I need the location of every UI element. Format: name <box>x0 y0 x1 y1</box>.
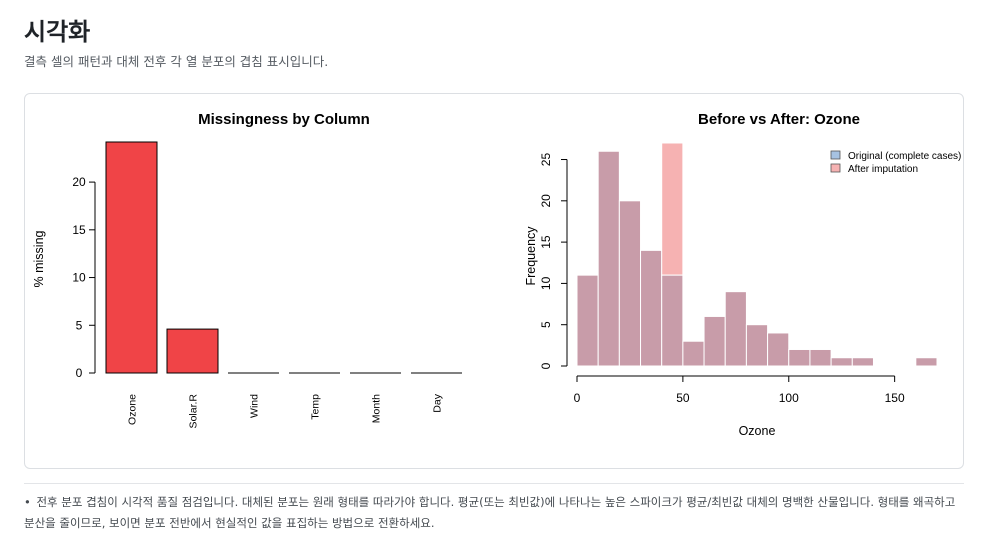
y-tick-label: 25 <box>539 153 553 167</box>
x-tick-label: Wind <box>249 394 261 418</box>
imputed-bar <box>661 142 684 276</box>
x-tick-label: Ozone <box>127 394 139 425</box>
overlap-bar <box>618 200 642 367</box>
note-body: 전후 분포 겹침이 시각적 품질 점검입니다. 대체된 분포는 원래 형태를 따… <box>24 495 956 530</box>
y-tick-label: 15 <box>539 235 553 249</box>
page-title: 시각화 <box>24 18 91 46</box>
page-subtitle: 결측 셀의 패턴과 대체 전후 각 열 분포의 겹침 표시입니다. <box>24 54 329 69</box>
y-tick-label: 5 <box>539 321 553 328</box>
overlap-bar <box>851 357 874 367</box>
bar <box>166 328 219 374</box>
overlap-bar <box>682 340 705 367</box>
overlap-bar <box>703 315 726 367</box>
y-tick-label: 15 <box>72 223 86 237</box>
overlap-bar <box>597 150 620 367</box>
y-tick-label: 20 <box>539 194 553 208</box>
chart-title: Missingness by Column <box>198 111 370 128</box>
x-tick-label: Solar.R <box>188 394 200 429</box>
legend-label: After imputation <box>848 164 918 175</box>
chart-title: Before vs After: Ozone <box>698 111 860 128</box>
x-tick-label: Temp <box>310 394 322 420</box>
overlap-bar <box>788 348 811 367</box>
x-tick-label: Day <box>432 393 444 412</box>
y-axis-label: Frequency <box>524 226 538 286</box>
x-tick-label: 50 <box>676 391 690 405</box>
x-tick-label: 100 <box>779 391 799 405</box>
legend-swatch <box>830 163 841 173</box>
legend-label: Original (complete cases) <box>848 151 961 162</box>
overlap-bar <box>745 324 769 367</box>
note-bullet: • <box>24 495 31 509</box>
overlap-bar <box>809 348 832 367</box>
overlap-bar <box>640 249 663 367</box>
missingness-chart: Missingness by Column 0 5 10 15 20 % missing Oz… <box>25 94 495 472</box>
visualization-card: Missingness by Column 0 5 10 15 20 % missing Oz… <box>24 93 964 469</box>
legend-swatch <box>830 150 841 160</box>
y-tick-label: 0 <box>539 362 553 369</box>
overlap-bar <box>830 357 853 367</box>
ozone-histogram-chart: Before vs After: Ozone 0 50 100 150 Ozone 0 5 10… <box>495 94 963 472</box>
missingness-chart-svg: Missingness by Column 0 5 10 15 20 % missing Oz… <box>32 111 462 429</box>
y-tick-label: 20 <box>72 175 86 189</box>
x-axis-label: Ozone <box>739 424 776 438</box>
x-tick-label: Month <box>371 394 383 423</box>
x-tick-label: 0 <box>574 391 581 405</box>
overlap-bar <box>724 291 747 367</box>
y-tick-label: 5 <box>76 318 83 332</box>
bar <box>105 141 158 374</box>
y-axis-label: % missing <box>32 230 46 287</box>
y-tick-label: 10 <box>539 276 553 290</box>
overlap-bar <box>915 357 938 367</box>
divider <box>24 483 964 484</box>
y-tick-label: 0 <box>76 366 83 380</box>
overlap-bar <box>767 332 790 367</box>
y-tick-label: 10 <box>72 271 86 285</box>
x-tick-label: 150 <box>885 391 905 405</box>
note-text: • 전후 분포 겹침이 시각적 품질 점검입니다. 대체된 분포는 원래 형태를… <box>24 492 969 534</box>
ozone-histogram-svg: Before vs After: Ozone 0 50 100 150 Ozone 0 5 10… <box>524 111 961 438</box>
overlap-bar <box>661 274 684 367</box>
overlap-bar <box>576 274 599 367</box>
